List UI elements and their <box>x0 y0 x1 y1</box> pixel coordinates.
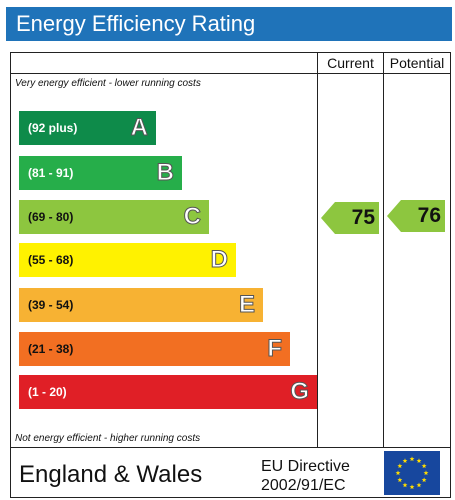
eu-directive: EU Directive 2002/91/EC <box>261 457 350 495</box>
current-arrow-shape <box>321 202 379 234</box>
band-letter: A <box>130 114 148 142</box>
band-range: (92 plus) <box>28 121 78 135</box>
column-header-potential: Potential <box>389 55 445 71</box>
band-d: (55 - 68) D <box>19 243 236 277</box>
inefficient-note: Not energy efficient - higher running co… <box>15 433 201 444</box>
band-letter: E <box>238 291 255 319</box>
current-rating-value: 75 <box>351 206 375 229</box>
band-letter: D <box>210 246 228 274</box>
flag-star <box>423 470 429 476</box>
flag-star <box>395 470 401 476</box>
band-range: (1 - 20) <box>28 385 67 399</box>
band-range: (81 - 91) <box>28 166 74 180</box>
flag-star <box>416 482 422 488</box>
column-divider-potential <box>383 53 384 447</box>
band-a: (92 plus) A <box>19 111 156 145</box>
eu-flag-stars <box>395 456 429 490</box>
header-divider <box>11 73 450 74</box>
column-divider-current <box>317 53 318 447</box>
eu-flag-icon <box>384 451 440 495</box>
band-range: (39 - 54) <box>28 298 74 312</box>
potential-arrow-shape <box>387 200 445 232</box>
band-range: (21 - 38) <box>28 342 74 356</box>
band-b: (81 - 91) B <box>19 156 182 190</box>
band-letter: F <box>267 335 283 363</box>
band-f: (21 - 38) F <box>19 332 290 366</box>
current-rating-arrow: 75 <box>321 202 379 234</box>
flag-star <box>421 477 427 483</box>
band-c: (69 - 80) C <box>19 200 209 234</box>
band-letter: C <box>183 203 201 231</box>
band-letter: B <box>156 159 174 187</box>
flag-star <box>409 456 415 462</box>
band-range: (69 - 80) <box>28 210 74 224</box>
column-header-current: Current <box>327 55 374 71</box>
footer-divider <box>11 447 450 448</box>
band-g: (1 - 20) G <box>19 375 317 409</box>
band-letter: G <box>290 378 310 406</box>
flag-star <box>397 463 403 469</box>
directive-line-2: 2002/91/EC <box>261 477 346 494</box>
flag-star <box>421 463 427 469</box>
potential-rating-arrow: 76 <box>387 200 445 232</box>
country-label: England & Wales <box>19 461 203 488</box>
band-range: (55 - 68) <box>28 253 74 267</box>
directive-line-1: EU Directive <box>261 458 350 475</box>
potential-rating-value: 76 <box>417 204 441 227</box>
page-title: Energy Efficiency Rating <box>6 7 452 41</box>
flag-star <box>402 482 408 488</box>
rating-table: Current Potential Very energy efficient … <box>10 52 451 498</box>
flag-star <box>397 477 403 483</box>
flag-star <box>416 458 422 463</box>
band-e: (39 - 54) E <box>19 288 263 322</box>
efficient-note: Very energy efficient - lower running co… <box>15 78 201 89</box>
flag-star <box>409 484 415 490</box>
flag-star <box>402 458 408 463</box>
